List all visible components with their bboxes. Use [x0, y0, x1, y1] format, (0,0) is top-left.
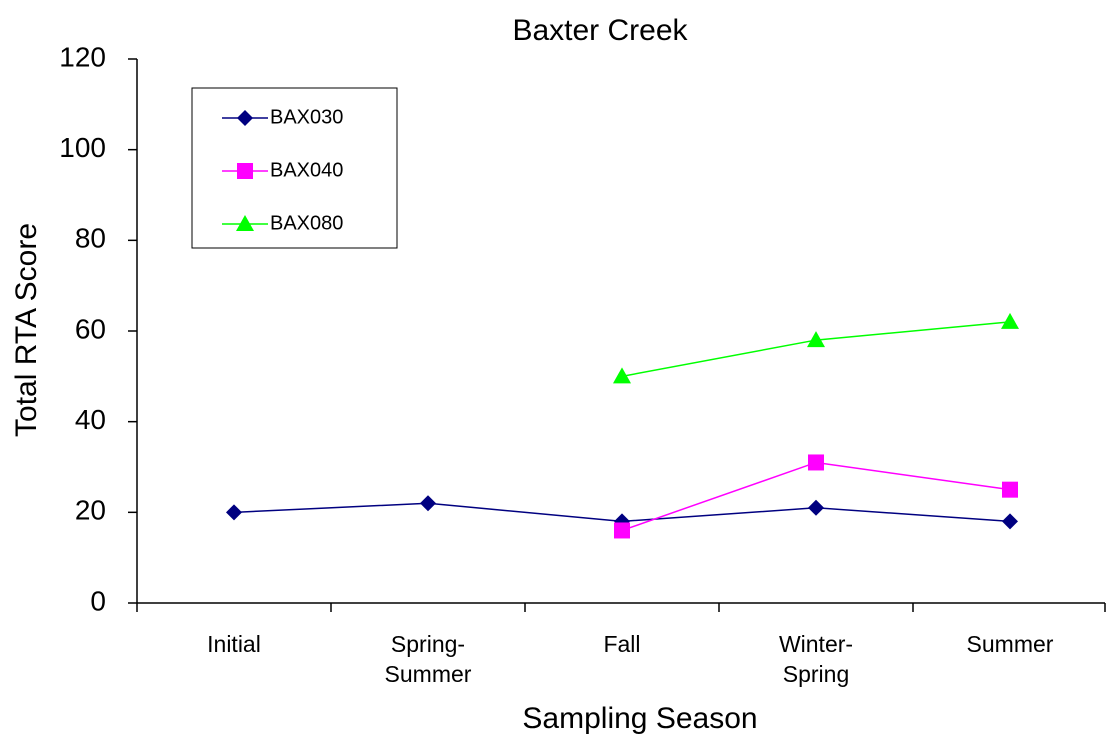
y-tick-label: 0 [90, 585, 106, 616]
y-tick-label: 80 [75, 223, 106, 254]
x-tick-label: Fall [603, 631, 640, 657]
data-point [226, 504, 242, 521]
data-point [808, 499, 824, 516]
x-tick-label: Winter-Spring [779, 631, 853, 687]
legend-box [191, 87, 398, 249]
legend-marker [237, 163, 253, 179]
y-tick-label: 120 [59, 41, 106, 72]
legend-label: BAX040 [270, 159, 343, 181]
x-axis-label: Sampling Season [522, 702, 757, 735]
legend-marker [236, 215, 254, 231]
legend-label: BAX080 [270, 212, 343, 234]
y-axis-label: Total RTA Score [10, 223, 43, 437]
data-point [1002, 513, 1018, 530]
x-tick-label: Summer [967, 631, 1054, 657]
legend-marker [237, 110, 253, 126]
data-point [807, 331, 825, 348]
y-tick-label: 40 [75, 404, 106, 435]
y-tick-label: 20 [75, 495, 106, 526]
data-point [1002, 481, 1018, 498]
legend-label: BAX030 [270, 106, 343, 128]
data-point [420, 495, 436, 512]
y-tick-label: 60 [75, 313, 106, 344]
x-tick-label: Initial [207, 631, 261, 657]
series-line [621, 321, 1011, 378]
x-tick-label: Spring-Summer [385, 631, 472, 687]
data-point [614, 522, 630, 539]
y-tick-label: 100 [59, 132, 106, 163]
data-point [808, 454, 824, 471]
data-point [613, 367, 631, 384]
series-line [621, 461, 1011, 532]
data-point [1001, 312, 1019, 329]
chart-title: Baxter Creek [512, 14, 688, 47]
